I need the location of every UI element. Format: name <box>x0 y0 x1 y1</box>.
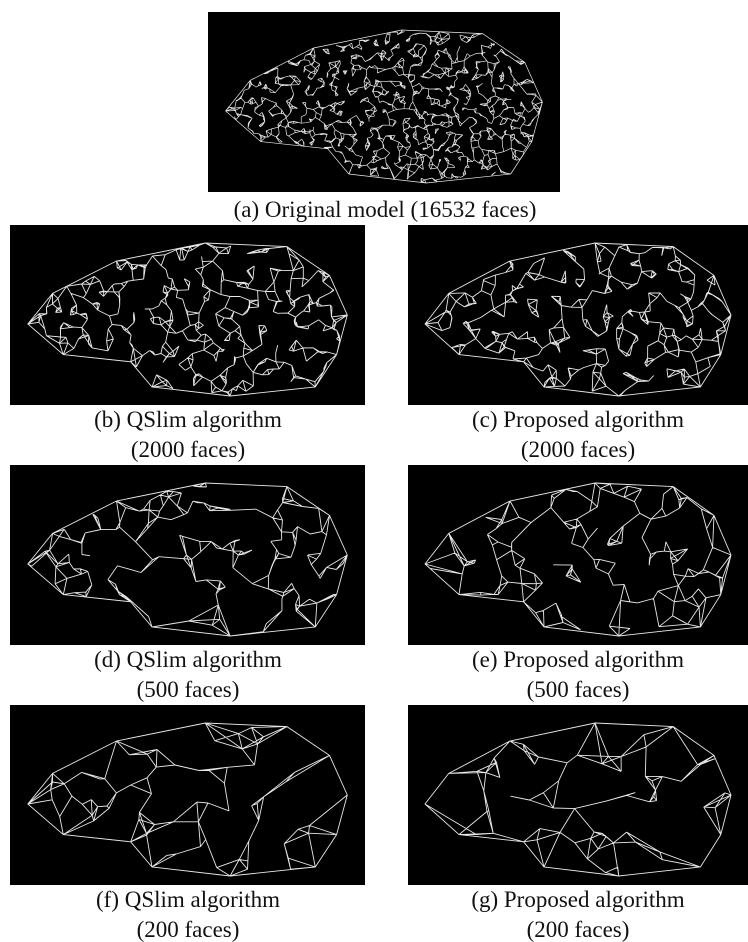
caption-line: (200 faces) <box>388 915 748 942</box>
mesh-edges <box>425 723 731 876</box>
figure: (a) Original model (16532 faces) (b) QSli… <box>0 0 748 942</box>
caption-line: (c) Proposed algorithm <box>388 405 748 435</box>
mesh-image <box>10 225 365 405</box>
caption-line: (a) Original model (16532 faces) <box>195 195 575 225</box>
caption: (d) QSlim algorithm(500 faces) <box>0 645 378 705</box>
mesh-edges <box>425 243 731 396</box>
wireframe <box>10 465 365 645</box>
caption: (b) QSlim algorithm(2000 faces) <box>0 405 378 465</box>
mesh-edges <box>425 483 731 636</box>
mesh-image <box>408 705 748 885</box>
caption-line: (g) Proposed algorithm <box>388 885 748 915</box>
wireframe <box>208 12 560 192</box>
caption-line: (2000 faces) <box>0 435 378 465</box>
mesh-image <box>208 12 560 192</box>
caption-line: (d) QSlim algorithm <box>0 645 378 675</box>
caption: (f) QSlim algorithm(200 faces) <box>0 885 378 942</box>
caption-line: (f) QSlim algorithm <box>0 885 378 915</box>
wireframe <box>408 705 748 885</box>
wireframe <box>10 705 365 885</box>
mesh-edges <box>28 483 348 636</box>
caption-line: (500 faces) <box>388 675 748 705</box>
mesh-image <box>408 465 748 645</box>
mesh-edges <box>28 723 348 876</box>
caption: (g) Proposed algorithm(200 faces) <box>388 885 748 942</box>
wireframe <box>10 225 365 405</box>
mesh-edges <box>28 243 348 396</box>
caption-line: (500 faces) <box>0 675 378 705</box>
wireframe <box>408 465 748 645</box>
caption: (a) Original model (16532 faces) <box>195 195 575 225</box>
mesh-edges <box>226 30 543 183</box>
mesh-image <box>408 225 748 405</box>
caption: (c) Proposed algorithm(2000 faces) <box>388 405 748 465</box>
mesh-image <box>10 705 365 885</box>
wireframe <box>408 225 748 405</box>
caption-line: (200 faces) <box>0 915 378 942</box>
caption: (e) Proposed algorithm(500 faces) <box>388 645 748 705</box>
caption-line: (b) QSlim algorithm <box>0 405 378 435</box>
caption-line: (2000 faces) <box>388 435 748 465</box>
mesh-image <box>10 465 365 645</box>
caption-line: (e) Proposed algorithm <box>388 645 748 675</box>
